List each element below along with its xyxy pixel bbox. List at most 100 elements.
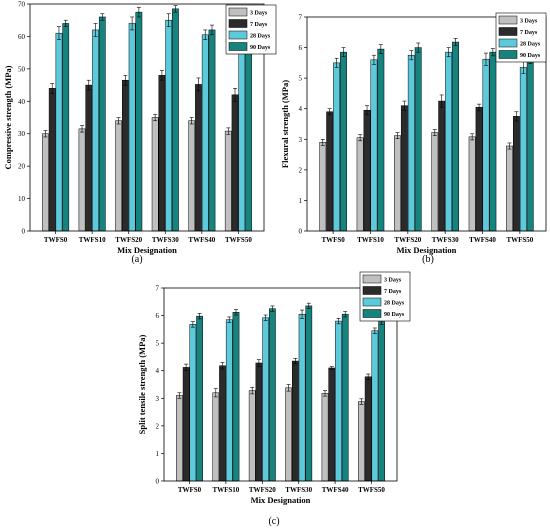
- x-tick-label: TWFS20: [115, 236, 142, 244]
- bar: [358, 401, 365, 482]
- bar: [335, 320, 342, 482]
- bar: [321, 393, 329, 482]
- legend-swatch: [362, 297, 382, 307]
- bar: [285, 387, 292, 482]
- bar: [208, 29, 216, 232]
- legend-label: 3 Days: [384, 278, 402, 284]
- bar: [414, 47, 422, 232]
- bar: [475, 106, 483, 232]
- x-tick-label: TWFS20: [394, 236, 421, 244]
- x-tick-label: TWFS40: [469, 236, 496, 244]
- y-tick-label: 0: [299, 228, 303, 236]
- y-tick-label: 2: [299, 166, 303, 174]
- legend-label: 90 Days: [384, 312, 405, 318]
- y-tick-label: 20: [18, 163, 26, 171]
- bar: [438, 100, 446, 232]
- bar: [78, 128, 86, 232]
- bar: [319, 142, 327, 232]
- bar: [115, 120, 122, 232]
- bar: [506, 145, 513, 232]
- x-tick-label: TWFS50: [225, 236, 252, 244]
- chart-c: TWFS0 TWFS10 TWFS20 TWFS30 TWFS40 TWFS50 0 1 2 3 4…: [137, 271, 411, 527]
- bar: [62, 23, 70, 232]
- chart-a: TWFS0 TWFS10 TWFS20 TWFS30 TWFS40 TWFS50 0 10 20…: [3, 1, 277, 265]
- y-tick-label: 3: [299, 136, 303, 144]
- y-tick-label: 6: [299, 44, 303, 52]
- x-tick-label: TWFS30: [432, 236, 459, 244]
- bar: [452, 41, 459, 232]
- y-tick-label: 40: [18, 98, 26, 106]
- plot-frame: [163, 287, 398, 482]
- legend-swatch: [228, 7, 248, 17]
- bar: [328, 367, 336, 482]
- y-axis-label: Flexural strength (MPa): [280, 80, 290, 168]
- bar: [305, 305, 313, 482]
- bar: [158, 75, 166, 232]
- bar: [224, 130, 232, 232]
- x-tick-label: TWFS20: [249, 486, 276, 494]
- y-tick-label: 50: [18, 65, 26, 73]
- bar: [371, 330, 379, 482]
- legend-swatch: [228, 30, 248, 40]
- legend-swatch: [498, 27, 518, 36]
- bar: [165, 19, 173, 232]
- y-tick-label: 4: [156, 367, 160, 375]
- bar: [394, 135, 401, 232]
- bar: [291, 360, 299, 482]
- legend-swatch: [228, 19, 248, 28]
- y-tick-label: 10: [18, 195, 26, 203]
- bar: [400, 105, 408, 232]
- y-tick-label: 4: [299, 105, 303, 113]
- legend-label: 7 Days: [250, 22, 268, 28]
- y-tick-label: 1: [299, 197, 303, 205]
- bar: [182, 367, 190, 482]
- legend: 3 Days 7 Days 28 Days 90 Days: [495, 12, 547, 63]
- legend-label: 28 Days: [250, 34, 271, 40]
- bar: [92, 29, 99, 232]
- legend-label: 3 Days: [520, 19, 538, 25]
- x-axis-label: Mix Designation: [117, 245, 177, 255]
- bar: [468, 136, 476, 232]
- x-tick-label: TWFS0: [44, 236, 68, 244]
- bar: [341, 313, 349, 482]
- legend-swatch: [362, 286, 382, 295]
- y-tick-label: 7: [156, 285, 160, 293]
- bar: [188, 120, 196, 232]
- bar: [238, 42, 246, 232]
- x-tick-label: TWFS0: [178, 486, 202, 494]
- x-tick-label: TWFS10: [212, 486, 239, 494]
- bar: [135, 11, 143, 232]
- bar: [407, 54, 415, 232]
- bar: [245, 37, 252, 232]
- bar: [431, 132, 439, 232]
- y-tick-label: 60: [18, 33, 26, 41]
- x-tick-label: TWFS0: [321, 236, 345, 244]
- y-tick-label: 5: [156, 340, 160, 348]
- bar: [121, 79, 129, 232]
- bar: [248, 390, 256, 482]
- bar: [212, 392, 220, 482]
- bar: [269, 308, 276, 482]
- bar: [526, 59, 534, 232]
- chart-b: TWFS0 TWFS10 TWFS20 TWFS30 TWFS40 TWFS50 0 1 2 3 4…: [280, 12, 547, 265]
- legend-label: 28 Days: [520, 42, 541, 48]
- bar: [176, 395, 183, 482]
- y-tick-label: 2: [156, 422, 160, 430]
- bar: [370, 59, 378, 232]
- legend-label: 7 Days: [520, 30, 538, 36]
- legend-swatch: [362, 309, 382, 318]
- legend-swatch: [228, 42, 248, 51]
- bar: [363, 109, 371, 232]
- y-tick-label: 1: [156, 450, 160, 458]
- bar: [219, 365, 226, 482]
- bar: [189, 324, 197, 482]
- x-tick-label: TWFS50: [506, 236, 533, 244]
- bar: [445, 51, 453, 232]
- bar: [42, 133, 49, 232]
- y-tick-label: 0: [22, 228, 26, 236]
- panel-caption: (a): [131, 254, 142, 265]
- y-tick-label: 0: [156, 478, 160, 486]
- panel-caption: (b): [422, 254, 434, 265]
- y-tick-label: 70: [18, 1, 26, 9]
- bar: [378, 321, 385, 482]
